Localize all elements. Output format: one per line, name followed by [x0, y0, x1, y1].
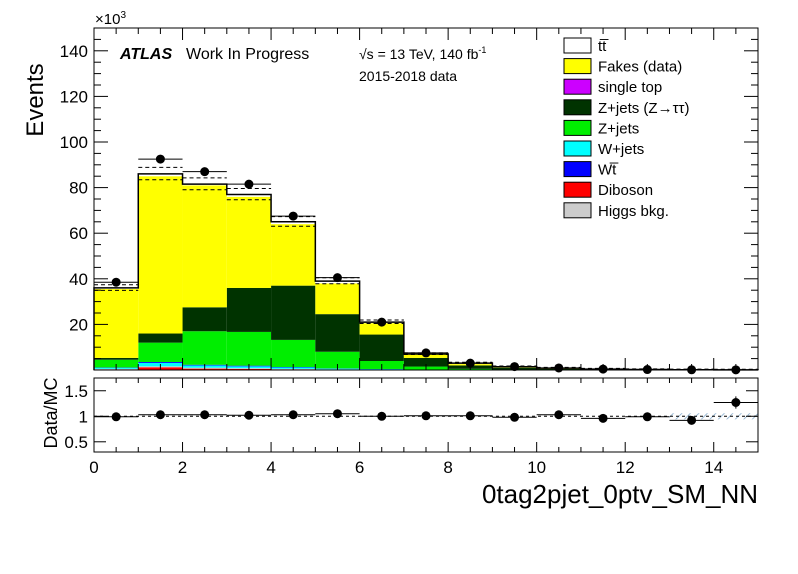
x-tick-label-6: 12 [616, 458, 635, 477]
bar-8-4 [271, 222, 316, 225]
bar-7-4 [271, 224, 316, 286]
ratio-point-7 [421, 411, 431, 421]
legend-label-2: single top [598, 79, 662, 96]
y-tick-label-3: 80 [69, 179, 88, 198]
ratio-point-2 [200, 410, 210, 420]
ratio-point-13 [687, 415, 697, 425]
legend-swatch-8 [563, 202, 592, 219]
bar-8-1 [138, 175, 183, 177]
y-tick-label-5: 120 [60, 87, 88, 106]
legend-swatch-3 [563, 99, 592, 116]
bar-5-5 [315, 314, 360, 352]
data-point-0 [111, 277, 121, 287]
bar-4-0 [94, 359, 139, 368]
x-tick-label-7: 14 [704, 458, 723, 477]
x-tick-label-0: 0 [89, 458, 98, 477]
y-tick-label-6: 140 [60, 42, 88, 61]
ratio-point-0 [111, 412, 121, 422]
data-point-8 [465, 358, 475, 368]
bar-8-5 [315, 282, 360, 284]
legend-label-7: Diboson [598, 182, 653, 199]
data-period-label: 2015-2018 data [359, 68, 457, 84]
ratio-point-5 [332, 409, 342, 419]
bar-3-1 [138, 362, 183, 363]
bar-7-1 [138, 176, 183, 334]
bar-4-3 [226, 331, 272, 366]
legend-label-6: Wt̅ [598, 162, 619, 179]
ratio-point-9 [510, 412, 520, 422]
ratio-axis-title: Data/MC [41, 377, 61, 448]
bar-7-0 [94, 289, 139, 358]
legend-swatch-5 [563, 140, 592, 157]
ratio-tick-label-1: 1 [79, 407, 88, 426]
x-tick-label-3: 6 [355, 458, 364, 477]
legend-swatch-4 [563, 119, 592, 136]
bar-7-2 [182, 185, 227, 308]
data-point-6 [377, 317, 387, 327]
ratio-point-4 [288, 410, 298, 420]
bar-5-7 [403, 357, 449, 367]
bar-5-3 [226, 287, 272, 332]
legend-label-4: Z+jets [598, 120, 639, 137]
x-tick-label-2: 4 [266, 458, 275, 477]
bar-7-5 [315, 283, 360, 315]
y-tick-label-1: 40 [69, 270, 88, 289]
y-tick-label-2: 60 [69, 224, 88, 243]
ratio-point-11 [598, 413, 608, 423]
bar-5-4 [271, 285, 316, 340]
energy-label: √s = 13 TeV, 140 fb-1 [359, 45, 486, 62]
legend-label-0: tt̅ [598, 38, 609, 55]
legend: tt̅ Fakes (data) single top Z+jets (Z→ττ) Z+… [563, 37, 689, 220]
legend-label-1: Fakes (data) [598, 59, 682, 76]
data-point-4 [288, 211, 298, 221]
bar-4-4 [271, 339, 316, 368]
bar-5-0 [94, 357, 139, 360]
legend-label-3: Z+jets (Z→ττ) [598, 100, 689, 117]
bar-5-1 [138, 333, 183, 343]
ratio-point-12 [642, 412, 652, 422]
bar-4-5 [315, 351, 360, 369]
ratio-point-1 [155, 410, 165, 420]
legend-swatch-2 [563, 78, 592, 95]
data-point-7 [421, 348, 431, 358]
bar-7-3 [226, 196, 272, 288]
status-label: Work In Progress [186, 46, 309, 63]
bar-5-2 [182, 307, 227, 332]
bar-8-3 [226, 195, 272, 197]
data-point-2 [200, 167, 210, 177]
data-point-1 [155, 154, 165, 164]
x-axis-title: 0tag2pjet_0ptv_SM_NN [482, 479, 758, 509]
ratio-point-6 [377, 411, 387, 421]
y-multiplier: ×103 [95, 10, 126, 28]
bar-4-2 [182, 331, 227, 365]
legend-swatch-6 [563, 161, 592, 178]
x-tick-label-4: 8 [443, 458, 452, 477]
y-tick-label-4: 100 [60, 133, 88, 152]
ratio-tick-label-0: 0.5 [64, 433, 88, 452]
legend-label-5: W+jets [598, 141, 644, 158]
ratio-point-3 [244, 410, 254, 420]
bar-4-1 [138, 342, 183, 363]
data-point-3 [244, 179, 254, 189]
bar-5-6 [359, 334, 404, 361]
x-tick-label-1: 2 [178, 458, 187, 477]
ratio-point-8 [465, 411, 475, 421]
data-point-5 [332, 273, 342, 283]
legend-swatch-1 [563, 58, 592, 75]
atlas-label: ATLAS [119, 46, 172, 63]
legend-label-8: Higgs bkg. [598, 203, 669, 220]
y-tick-label-0: 20 [69, 315, 88, 334]
legend-swatch-7 [563, 181, 592, 198]
ratio-tick-label-2: 1.5 [64, 382, 88, 401]
y-axis-title: Events [22, 63, 49, 136]
ratio-point-10 [554, 410, 564, 420]
ratio-point-14 [731, 397, 741, 407]
ratio-plot-panel: 0.5 1 1.5 0 2 4 6 8 10 12 14 [64, 377, 759, 477]
legend-swatch-0 [563, 37, 592, 54]
bar-7-6 [359, 323, 404, 335]
x-tick-label-5: 10 [527, 458, 546, 477]
main-plot-panel: 20 40 60 80 100 120 140 [60, 27, 759, 375]
